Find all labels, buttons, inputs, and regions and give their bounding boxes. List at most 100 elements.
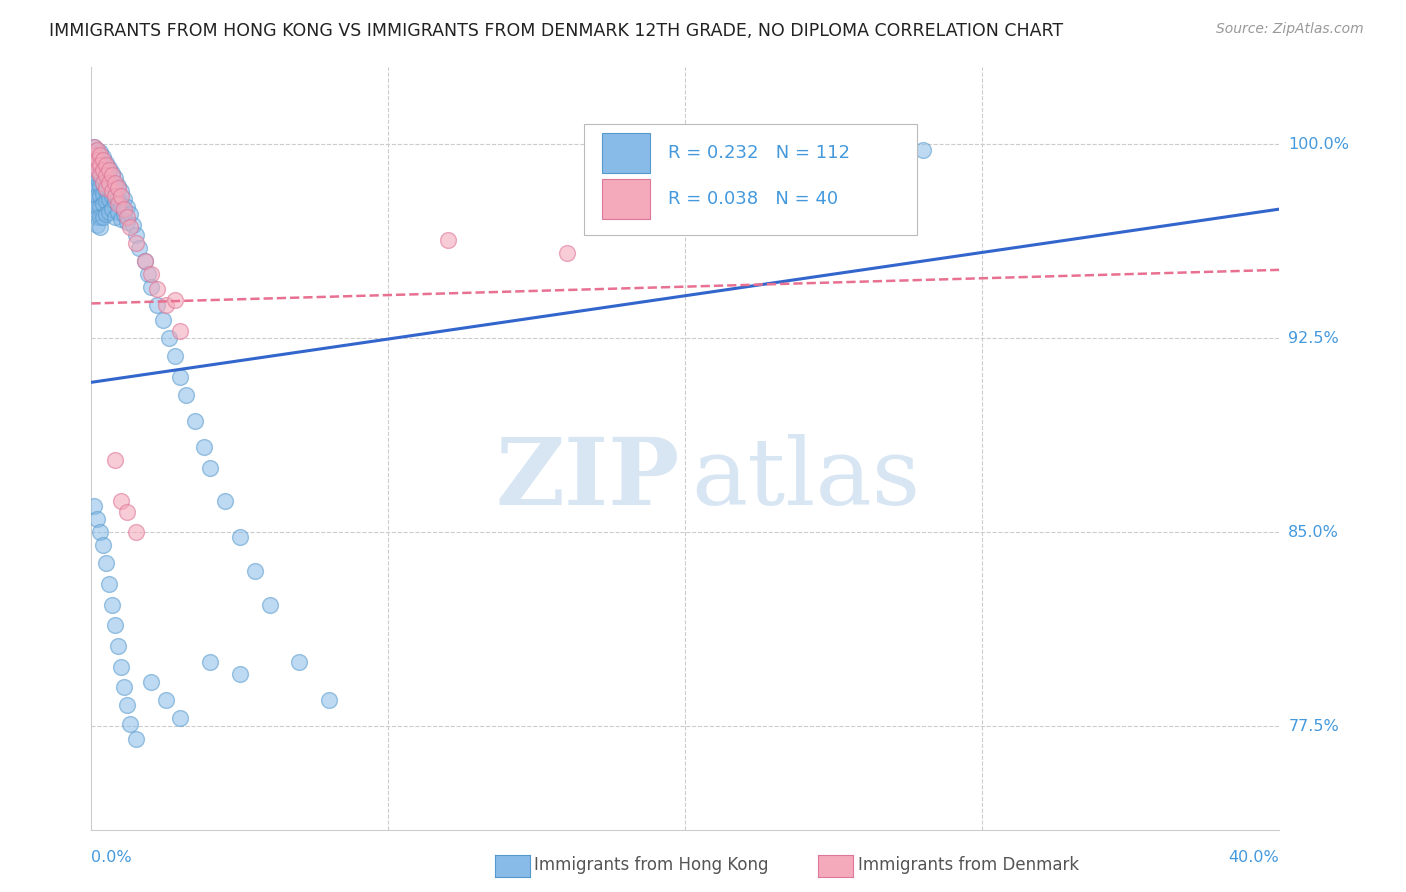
- Point: [98, 171, 121, 186]
- Point: [96, 158, 118, 172]
- Text: IMMIGRANTS FROM HONG KONG VS IMMIGRANTS FROM DENMARK 12TH GRADE, NO DIPLOMA CORR: IMMIGRANTS FROM HONG KONG VS IMMIGRANTS …: [49, 22, 1063, 40]
- Point: [318, 693, 340, 707]
- Point: [86, 200, 108, 214]
- Point: [104, 453, 127, 467]
- Point: [139, 267, 162, 281]
- Point: [112, 207, 135, 221]
- Point: [259, 598, 281, 612]
- Point: [91, 186, 114, 201]
- Bar: [602, 179, 650, 219]
- Point: [83, 140, 105, 154]
- Point: [229, 530, 252, 544]
- Point: [107, 639, 129, 653]
- Point: [101, 176, 124, 190]
- Point: [169, 370, 191, 384]
- Point: [86, 143, 108, 157]
- Point: [86, 171, 108, 186]
- Point: [86, 155, 108, 169]
- Point: [91, 197, 114, 211]
- Point: [89, 169, 111, 183]
- Point: [101, 189, 124, 203]
- Point: [86, 153, 108, 167]
- Point: [193, 440, 215, 454]
- Point: [115, 210, 138, 224]
- Point: [96, 207, 118, 221]
- Point: [134, 253, 156, 268]
- Point: [91, 176, 114, 190]
- Point: [86, 163, 108, 178]
- Text: 0.0%: 0.0%: [91, 850, 132, 865]
- Point: [86, 148, 108, 162]
- Point: [89, 178, 111, 193]
- Point: [89, 145, 111, 160]
- Point: [83, 150, 105, 164]
- Point: [91, 166, 114, 180]
- Point: [115, 505, 138, 519]
- Point: [101, 202, 124, 216]
- Point: [86, 512, 108, 526]
- Point: [104, 210, 127, 224]
- Point: [115, 215, 138, 229]
- Point: [98, 163, 121, 178]
- Point: [83, 176, 105, 190]
- Text: R = 0.038   N = 40: R = 0.038 N = 40: [668, 190, 838, 208]
- Point: [125, 525, 148, 540]
- Point: [112, 202, 135, 216]
- Text: 85.0%: 85.0%: [1288, 524, 1340, 540]
- Point: [229, 667, 252, 681]
- Point: [134, 253, 156, 268]
- Point: [145, 282, 167, 296]
- Point: [83, 184, 105, 198]
- Point: [139, 675, 162, 690]
- Point: [96, 163, 118, 178]
- Point: [91, 163, 114, 178]
- Point: [115, 200, 138, 214]
- Point: [436, 233, 458, 247]
- Text: Immigrants from Denmark: Immigrants from Denmark: [858, 856, 1078, 874]
- Point: [86, 210, 108, 224]
- Point: [89, 189, 111, 203]
- Point: [128, 241, 150, 255]
- Point: [169, 324, 191, 338]
- Point: [110, 189, 132, 203]
- Point: [104, 171, 127, 186]
- Point: [83, 202, 105, 216]
- Point: [110, 659, 132, 673]
- Point: [110, 212, 132, 227]
- Point: [118, 207, 141, 221]
- Point: [86, 143, 108, 157]
- Point: [89, 220, 111, 235]
- Text: 77.5%: 77.5%: [1288, 719, 1339, 733]
- Point: [83, 145, 105, 160]
- Point: [96, 194, 118, 209]
- Point: [288, 655, 311, 669]
- Point: [136, 267, 159, 281]
- Point: [110, 184, 132, 198]
- Point: [98, 181, 121, 195]
- Point: [83, 158, 105, 172]
- Point: [96, 174, 118, 188]
- Point: [107, 178, 129, 193]
- Text: atlas: atlas: [692, 434, 921, 524]
- Point: [112, 192, 135, 206]
- Point: [125, 235, 148, 250]
- Text: 92.5%: 92.5%: [1288, 331, 1339, 346]
- Point: [89, 153, 111, 167]
- Point: [96, 181, 118, 195]
- Point: [122, 218, 145, 232]
- Point: [96, 155, 118, 169]
- Point: [145, 298, 167, 312]
- Point: [83, 148, 105, 162]
- Point: [96, 169, 118, 183]
- Point: [104, 618, 127, 632]
- Point: [152, 313, 174, 327]
- Point: [110, 494, 132, 508]
- Bar: [602, 133, 650, 173]
- Point: [83, 140, 105, 154]
- Point: [118, 220, 141, 235]
- Point: [89, 158, 111, 172]
- Text: Source: ZipAtlas.com: Source: ZipAtlas.com: [1216, 22, 1364, 37]
- Point: [98, 577, 121, 591]
- Point: [115, 698, 138, 713]
- Point: [96, 556, 118, 570]
